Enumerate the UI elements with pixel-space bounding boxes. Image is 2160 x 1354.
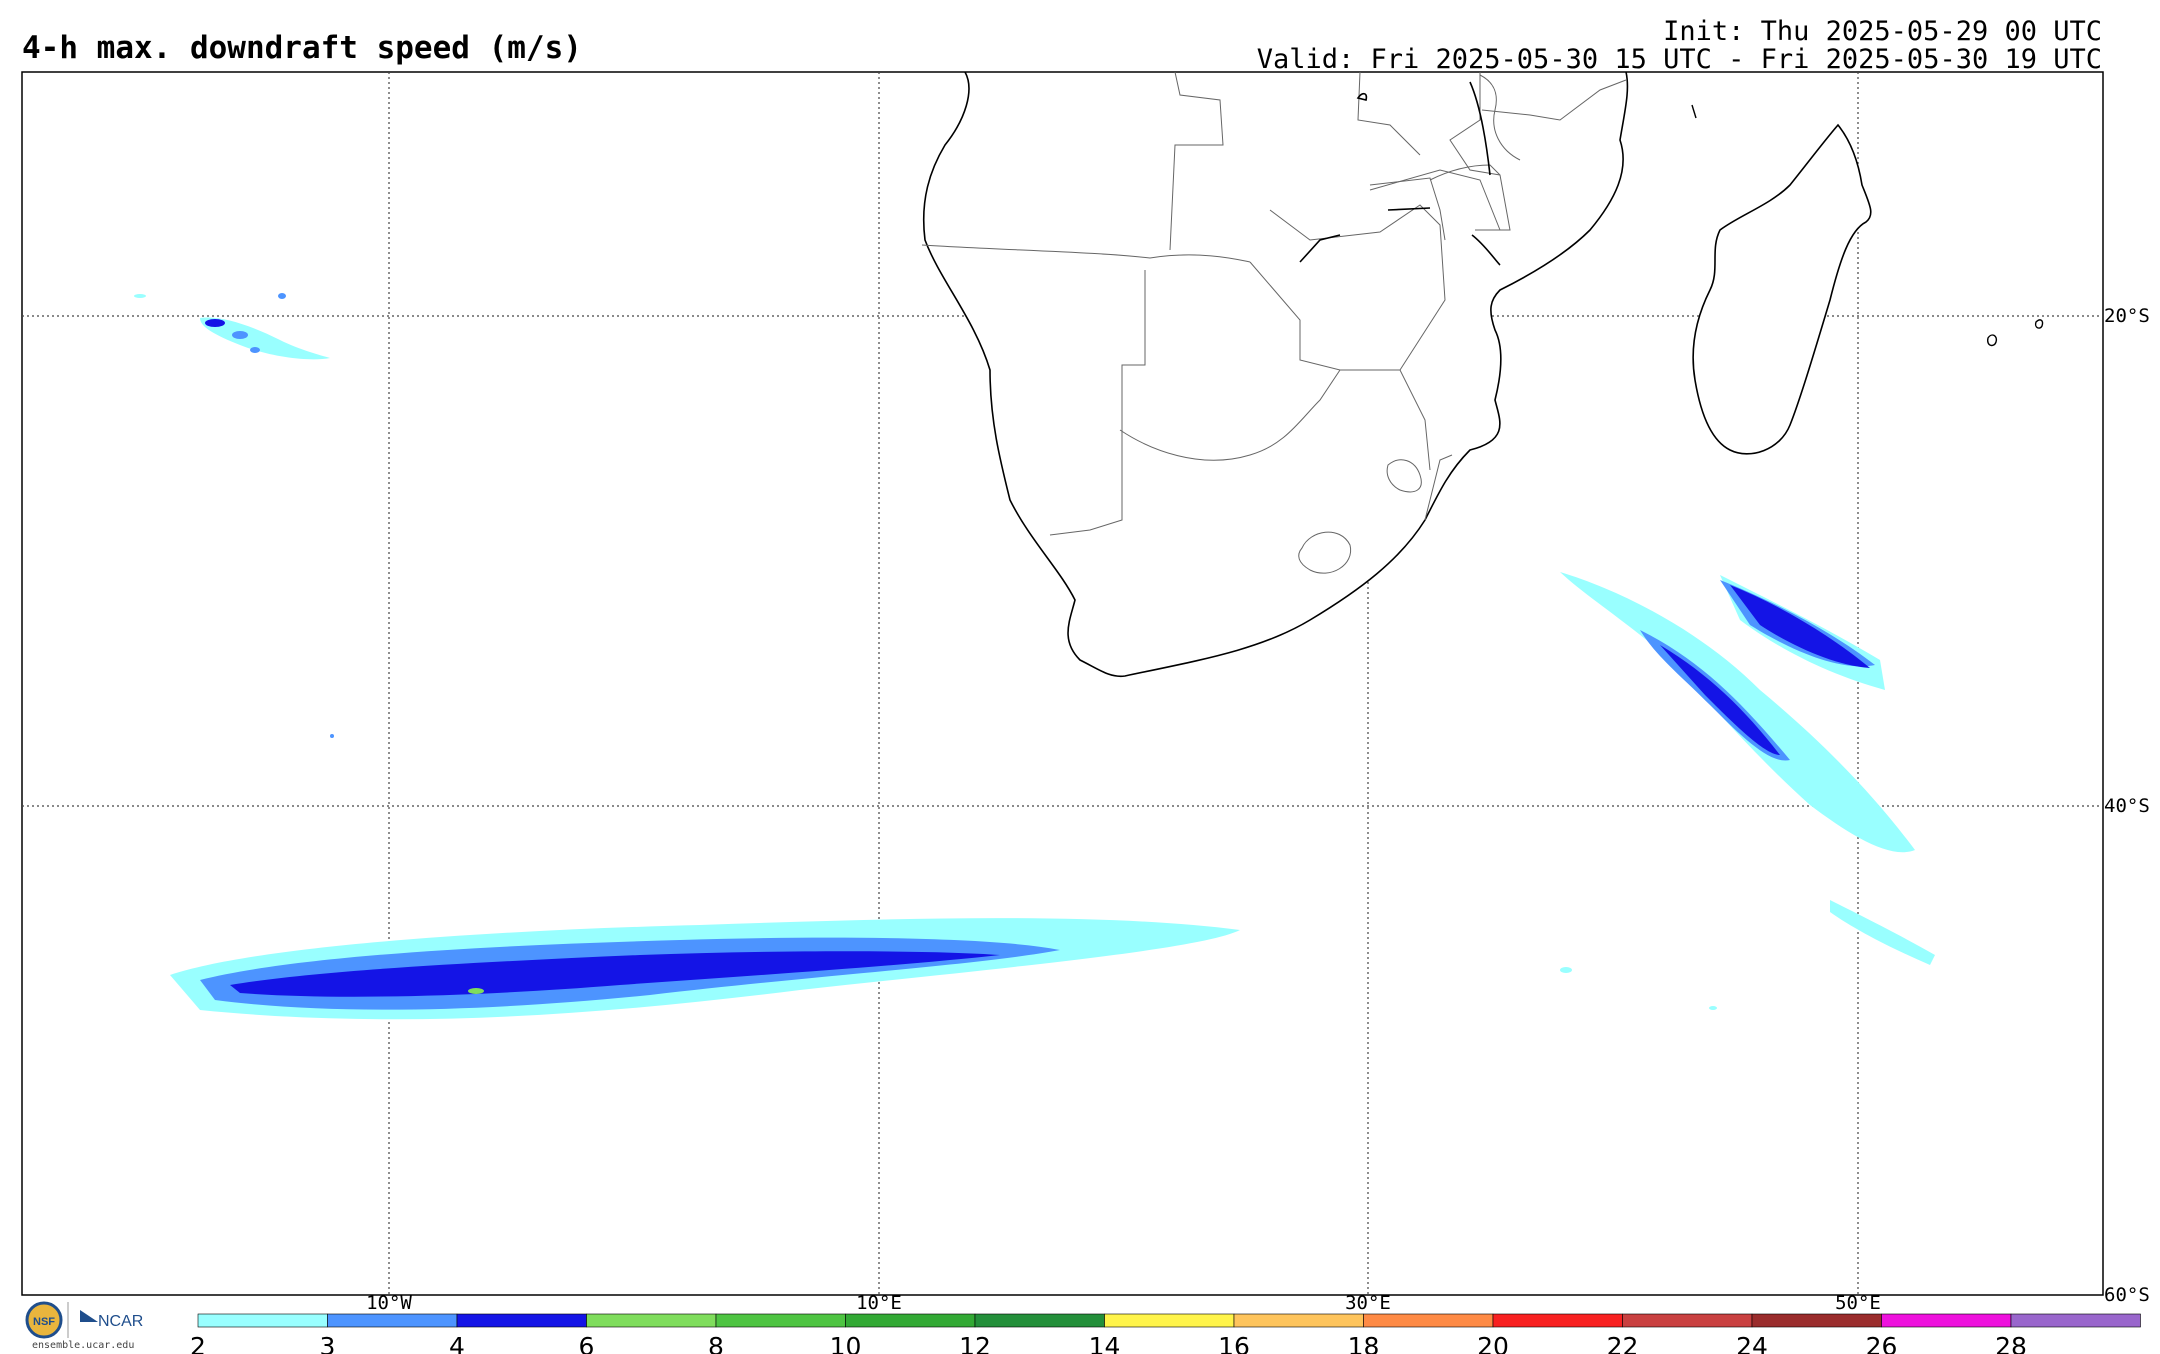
lat-label-60s: 60°S bbox=[2104, 1284, 2150, 1306]
ncar-logo-icon bbox=[80, 1310, 98, 1322]
colorbar-tick-0: 2 bbox=[190, 1332, 206, 1354]
logo-url: ensemble.ucar.edu bbox=[32, 1340, 135, 1351]
madagascar bbox=[1692, 123, 1872, 455]
lon-label-30e: 30°E bbox=[1345, 1292, 1391, 1314]
colorbar-tick-11: 22 bbox=[1607, 1332, 1639, 1354]
colorbar-tick-10: 20 bbox=[1477, 1332, 1509, 1354]
init-time: Init: Thu 2025-05-29 00 UTC bbox=[1663, 16, 2102, 47]
colorbar-segment-1 bbox=[327, 1313, 458, 1328]
country-borders bbox=[921, 72, 1627, 574]
colorbar-segment-7 bbox=[1104, 1313, 1235, 1328]
colorbar-segment-12 bbox=[1751, 1313, 1882, 1328]
lon-label-10w: 10°W bbox=[366, 1292, 412, 1314]
colorbar-segment-13 bbox=[1881, 1313, 2012, 1328]
lon-label-10e: 10°E bbox=[856, 1292, 902, 1314]
colorbar: 2 3 4 6 8 10 12 14 16 18 20 22 24 26 28 bbox=[190, 1313, 2141, 1354]
lakes bbox=[1299, 81, 1501, 266]
lon-label-50e: 50°E bbox=[1835, 1292, 1881, 1314]
colorbar-tick-12: 24 bbox=[1736, 1332, 1768, 1354]
forecast-times: Init: Thu 2025-05-29 00 UTC Valid: Fri 2… bbox=[1257, 18, 2102, 74]
colorbar-segment-5 bbox=[845, 1313, 976, 1328]
lat-label-40s: 40°S bbox=[2104, 795, 2150, 817]
scattered-cells-west bbox=[134, 293, 1717, 1010]
southern-africa-coastline bbox=[922, 72, 1629, 678]
colorbar-tick-6: 12 bbox=[959, 1332, 991, 1354]
colorbar-segment-14 bbox=[2010, 1313, 2141, 1328]
colorbar-segment-0 bbox=[197, 1313, 328, 1328]
colorbar-tick-2: 4 bbox=[449, 1332, 465, 1354]
colorbar-segment-6 bbox=[974, 1313, 1105, 1328]
ncar-text: NCAR bbox=[98, 1313, 143, 1330]
atlantic-downdraft-band bbox=[170, 918, 1240, 1020]
colorbar-tick-1: 3 bbox=[320, 1332, 336, 1354]
map-title: 4-h max. downdraft speed (m/s) bbox=[22, 30, 582, 66]
colorbar-segment-11 bbox=[1622, 1313, 1753, 1328]
colorbar-tick-3: 6 bbox=[579, 1332, 595, 1354]
green-spot bbox=[468, 988, 484, 994]
colorbar-tick-9: 18 bbox=[1348, 1332, 1380, 1354]
nsf-seal-icon bbox=[25, 1301, 63, 1339]
colorbar-segment-10 bbox=[1492, 1313, 1623, 1328]
colorbar-tick-13: 26 bbox=[1866, 1332, 1898, 1354]
nsf-text: NSF bbox=[33, 1316, 55, 1328]
colorbar-segment-3 bbox=[586, 1313, 717, 1328]
island-3 bbox=[1691, 104, 1697, 119]
colorbar-segment-8 bbox=[1233, 1313, 1364, 1328]
island-2 bbox=[2034, 319, 2044, 329]
colorbar-segment-9 bbox=[1363, 1313, 1494, 1328]
nsf-ncar-logo: NSF NCAR bbox=[22, 1300, 162, 1350]
lat-label-20s: 20°S bbox=[2104, 305, 2150, 327]
colorbar-segment-2 bbox=[456, 1313, 587, 1328]
island-1 bbox=[1986, 334, 1998, 347]
colorbar-tick-4: 8 bbox=[708, 1332, 724, 1354]
colorbar-tick-14: 28 bbox=[1995, 1332, 2027, 1354]
colorbar-segment-4 bbox=[715, 1313, 846, 1328]
colorbar-tick-5: 10 bbox=[830, 1332, 862, 1354]
valid-time: Valid: Fri 2025-05-30 15 UTC - Fri 2025-… bbox=[1256, 44, 2102, 75]
colorbar-tick-8: 16 bbox=[1218, 1332, 1250, 1354]
indian-ocean-downdraft-band bbox=[1560, 572, 1935, 965]
colorbar-tick-7: 14 bbox=[1089, 1332, 1121, 1354]
